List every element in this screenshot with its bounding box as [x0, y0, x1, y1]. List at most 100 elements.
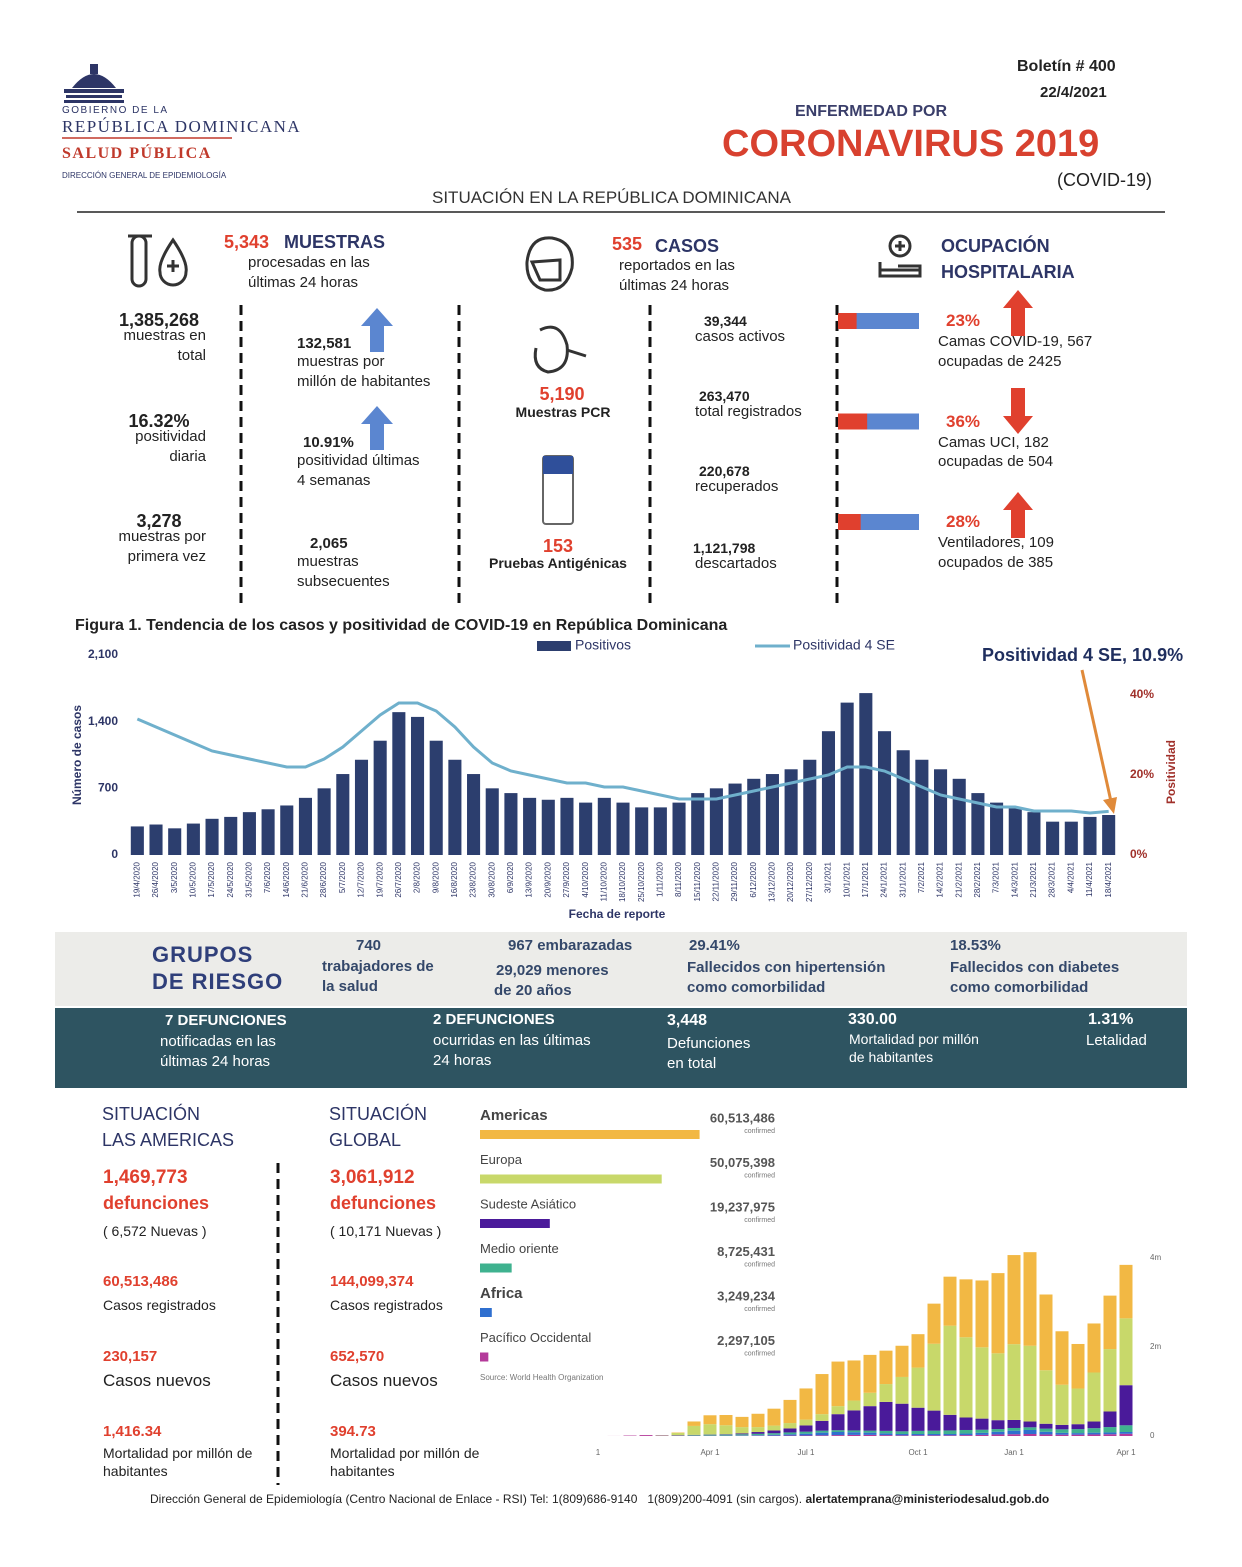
stacked-segment [1103, 1295, 1117, 1350]
americas-new: ( 6,572 Nuevas ) [103, 1223, 207, 1239]
bar [485, 788, 499, 855]
stacked-segment [943, 1325, 957, 1415]
region-unit: confirmed [744, 1350, 775, 1357]
occupancy-bar [838, 413, 868, 430]
x-tick-label: 3/1/2021 [824, 861, 833, 893]
header-org: REPÚBLICA DOMINICANA [62, 117, 302, 136]
region-value: 3,249,234 [717, 1288, 776, 1303]
text: Mortalidad por millón de habitantes [103, 1445, 253, 1480]
text: Defunciones en total [667, 1035, 751, 1072]
value: 230,157 [103, 1348, 158, 1365]
value: 652,570 [330, 1348, 385, 1365]
bar [691, 793, 705, 855]
y2-axis-label: Positividad [1164, 740, 1178, 804]
region-name: Pacífico Occidental [480, 1330, 591, 1345]
stacked-segment [719, 1425, 733, 1435]
text: Fallecidos con diabetes como comorbilida… [950, 959, 1120, 996]
bar [130, 826, 144, 855]
muestras-value: 5,343 [224, 232, 270, 252]
stacked-segment [1103, 1349, 1117, 1412]
stacked-segment [831, 1414, 845, 1431]
stacked-segment [1119, 1385, 1133, 1426]
stacked-segment [1071, 1429, 1085, 1434]
text: Casos registrados [103, 1297, 216, 1313]
x-tick-label: 13/9/2020 [525, 861, 534, 897]
stacked-segment [799, 1431, 813, 1434]
casos-value: 535 [612, 234, 643, 254]
value: 18.53% [950, 937, 1001, 954]
bar [205, 818, 219, 855]
region-value: 60,513,486 [710, 1110, 775, 1125]
stacked-segment [815, 1430, 829, 1433]
stacked-segment [895, 1433, 909, 1436]
stacked-segment [1071, 1433, 1085, 1435]
text-part: 967 [508, 937, 534, 954]
stacked-segment [1087, 1432, 1101, 1435]
stacked-segment [879, 1435, 893, 1436]
bar [1046, 821, 1060, 855]
header-org: GOBIERNO DE LA [62, 105, 169, 116]
text: muestras por millón de habitantes [297, 353, 431, 390]
trend-arrows [361, 290, 1033, 538]
title: Figura 1. Tendencia de los casos y posit… [75, 617, 728, 634]
text-group: Dirección General de Epidemiología (Cent… [150, 1492, 1049, 1508]
occupancy-bar-bg [838, 313, 919, 329]
text: recuperados [695, 478, 779, 495]
stacked-segment [783, 1423, 797, 1429]
stacked-segment [895, 1345, 909, 1377]
stacked-segment [687, 1434, 701, 1436]
y-tick-label: 4m [1150, 1253, 1161, 1262]
value: 16.32% [128, 411, 190, 431]
x-tick-label: 24/1/2021 [880, 861, 889, 897]
americas-title: SITUACIÓN LAS AMERICAS [102, 1104, 235, 1151]
stacked-segment [1007, 1419, 1021, 1428]
x-tick-label: 6/9/2020 [506, 861, 515, 893]
stacked-segment [719, 1434, 733, 1436]
legend-label: Positivos [575, 637, 631, 653]
stacked-segment [943, 1435, 957, 1436]
text-group: 2 DEFUNCIONES [433, 1010, 555, 1030]
x-tick-label: 2/8/2020 [413, 861, 422, 893]
stacked-segment [847, 1360, 861, 1401]
stacked-segment [1103, 1411, 1117, 1428]
x-tick-label: 9/8/2020 [431, 861, 440, 893]
stacked-segment [1119, 1425, 1133, 1432]
value: 330.00 [848, 1011, 897, 1028]
pcr-label: Muestras PCR [515, 404, 611, 420]
x-tick-label: 8/11/2020 [674, 861, 683, 897]
global-deaths: 3,061,912 [330, 1167, 415, 1188]
stacked-segment [959, 1435, 973, 1436]
global-title: SITUACIÓN GLOBAL [329, 1104, 428, 1151]
region-value: 8,725,431 [717, 1244, 775, 1259]
x-tick-label: 28/3/2021 [1048, 861, 1057, 897]
stacked-segment [767, 1430, 781, 1434]
positivity-line [136, 701, 1109, 815]
stacked-segment [879, 1430, 893, 1434]
region-unit: confirmed [744, 1217, 775, 1224]
stacked-segment [815, 1420, 829, 1431]
text-part: alertatemprana@ministeriodesalud.gob.do [805, 1492, 1050, 1506]
stacked-segment [1023, 1345, 1037, 1422]
y-tick-label: 2m [1150, 1342, 1161, 1351]
stacked-segment [927, 1303, 941, 1344]
region-name: Sudeste Asiático [480, 1196, 576, 1211]
text-part: Dirección General de Epidemiología (Cent… [150, 1492, 803, 1506]
stacked-segment [1087, 1372, 1101, 1422]
stacked-segment [991, 1429, 1005, 1432]
text: Letalidad [1086, 1032, 1147, 1049]
stacked-segment [879, 1401, 893, 1431]
region-unit: confirmed [744, 1261, 775, 1268]
bar [1083, 816, 1097, 855]
x-tick-label: 14/2/2021 [936, 861, 945, 897]
x-tick-label: 18/4/2021 [1104, 861, 1113, 897]
stacked-segment [927, 1435, 941, 1436]
pcr-value: 5,190 [539, 384, 585, 404]
x-tick-label: 15/11/2020 [693, 861, 702, 901]
stacked-segment [911, 1430, 925, 1434]
stacked-segment [847, 1432, 861, 1435]
text-part: DEFUNCIONES [445, 1011, 555, 1028]
stacked-segment [1023, 1433, 1037, 1436]
y-tick-label: 0 [111, 847, 118, 861]
stacked-segment [1087, 1421, 1101, 1429]
